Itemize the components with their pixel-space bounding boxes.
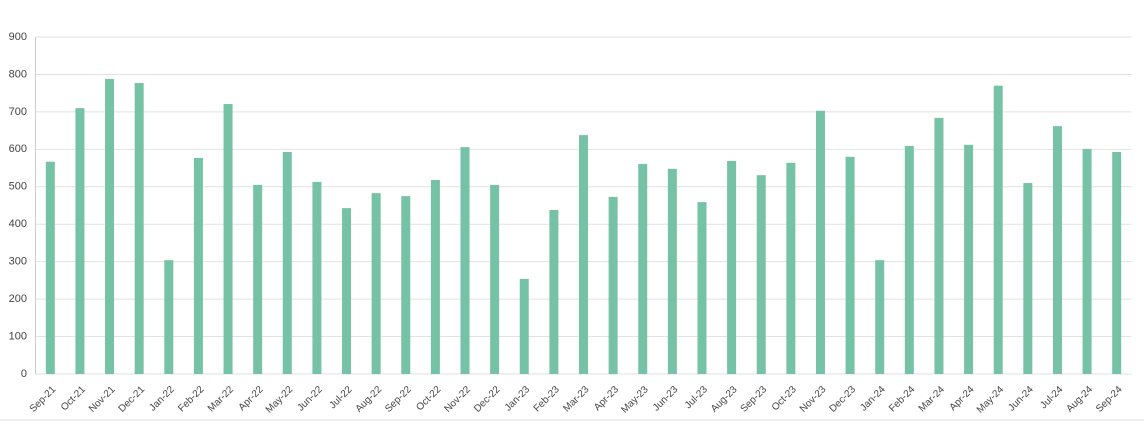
y-tick-label: 500 <box>9 181 27 193</box>
bar <box>904 145 914 374</box>
bar <box>1112 151 1122 374</box>
x-tick-label: Aug-24 <box>1064 384 1095 415</box>
bar <box>934 117 944 374</box>
bar <box>786 162 796 374</box>
x-tick-label: Feb-24 <box>887 384 917 414</box>
x-tick-label: Jul-22 <box>327 384 354 411</box>
bar <box>282 151 292 374</box>
x-tick-label: May-24 <box>975 384 1007 416</box>
bar <box>253 184 263 374</box>
x-tick-label: May-23 <box>619 384 651 416</box>
x-tick-label: Mar-24 <box>917 384 947 414</box>
x-tick-label: Nov-21 <box>87 384 118 415</box>
bar <box>460 147 470 374</box>
bar <box>223 104 233 374</box>
bar <box>875 260 885 374</box>
x-tick-label: Jan-24 <box>858 384 888 414</box>
x-tick-label: Dec-22 <box>472 384 503 415</box>
x-tick-label: Dec-23 <box>828 384 859 415</box>
x-tick-label: Mar-23 <box>561 384 591 414</box>
bar <box>519 278 529 374</box>
x-tick-label: Sep-22 <box>383 384 414 415</box>
x-tick-label: Oct-23 <box>770 384 799 413</box>
y-tick-label: 900 <box>9 31 27 43</box>
x-tick-label: Jun-24 <box>1006 384 1036 414</box>
bar <box>193 157 203 374</box>
x-tick-label: Apr-24 <box>948 384 977 413</box>
x-tick-label: Apr-22 <box>237 384 266 413</box>
x-tick-label: Feb-22 <box>176 384 206 414</box>
bar <box>312 181 322 374</box>
x-tick-label: Jul-23 <box>683 384 710 411</box>
x-tick-label: May-22 <box>264 384 296 416</box>
bar <box>342 208 352 374</box>
bar <box>371 193 381 374</box>
bar <box>993 85 1003 374</box>
y-tick-label: 0 <box>21 368 27 380</box>
bar <box>430 180 440 374</box>
bar <box>697 202 707 374</box>
y-tick-label: 100 <box>9 330 27 342</box>
x-tick-label: Jun-23 <box>651 384 681 414</box>
y-tick-label: 400 <box>9 218 27 230</box>
x-tick-label: Jul-24 <box>1038 384 1065 411</box>
bar <box>638 163 648 374</box>
y-tick-label: 700 <box>9 106 27 118</box>
x-tick-label: Apr-23 <box>592 384 621 413</box>
bar <box>579 135 588 374</box>
bar <box>164 260 174 374</box>
y-tick-label: 600 <box>9 143 27 155</box>
bar <box>756 175 766 374</box>
x-tick-label: Sep-24 <box>1094 384 1125 415</box>
bar <box>1023 183 1033 374</box>
x-tick-label: Feb-23 <box>532 384 562 414</box>
x-tick-label: Jun-22 <box>295 384 325 414</box>
y-tick-label: 200 <box>9 293 27 305</box>
x-tick-label: Oct-22 <box>414 384 443 413</box>
x-tick-label: Jan-22 <box>147 384 177 414</box>
bar <box>964 144 974 374</box>
x-tick-label: Sep-21 <box>28 384 59 415</box>
bar <box>608 196 618 374</box>
x-tick-label: Aug-23 <box>709 384 740 415</box>
bar <box>45 161 55 374</box>
bar <box>1082 148 1092 374</box>
bar <box>727 160 737 374</box>
x-tick-label: Dec-21 <box>117 384 148 415</box>
bar <box>134 83 144 374</box>
bar <box>401 196 411 374</box>
bar <box>549 209 559 374</box>
x-tick-label: Nov-23 <box>798 384 829 415</box>
bar <box>105 78 115 374</box>
y-tick-label: 300 <box>9 256 27 268</box>
y-tick-label: 800 <box>9 68 27 80</box>
x-tick-label: Mar-22 <box>206 384 236 414</box>
bar <box>667 168 677 374</box>
x-tick-label: Jan-23 <box>503 384 533 414</box>
x-tick-label: Oct-21 <box>59 384 88 413</box>
x-tick-label: Aug-22 <box>354 384 385 415</box>
x-tick-label: Sep-23 <box>739 384 770 415</box>
bar <box>845 156 855 374</box>
bar <box>1052 126 1062 375</box>
bar <box>75 108 85 375</box>
bar <box>815 110 825 374</box>
x-tick-label: Nov-22 <box>442 384 473 415</box>
bar <box>490 184 500 374</box>
